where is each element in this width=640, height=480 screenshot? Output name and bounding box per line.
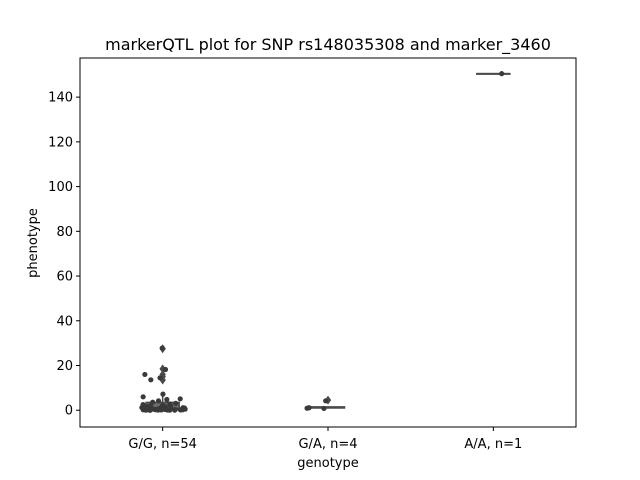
data-point [160, 391, 166, 397]
data-point [155, 398, 162, 404]
data-point [173, 400, 179, 406]
y-tick-label: 100 [48, 180, 73, 195]
plot-content [139, 71, 511, 413]
box-outlier [159, 375, 166, 385]
data-point [177, 396, 183, 402]
y-axis: 0 20 40 60 80 100 120 140 [48, 91, 80, 419]
y-axis-label: phenotype [26, 208, 41, 278]
x-tick-label: G/G, n=54 [128, 437, 196, 452]
data-point [157, 375, 163, 381]
data-point [148, 377, 154, 383]
y-tick-label: 140 [48, 91, 73, 106]
data-point [155, 407, 161, 413]
y-tick-label: 40 [56, 314, 73, 329]
y-tick-label: 80 [56, 225, 73, 240]
data-point [142, 371, 148, 378]
y-tick-label: 0 [65, 404, 73, 419]
x-axis: G/G, n=54 G/A, n=4 A/A, n=1 [128, 427, 522, 452]
plot-frame [79, 57, 577, 428]
data-point [167, 407, 173, 413]
x-tick-label: A/A, n=1 [464, 437, 522, 452]
x-tick-label: G/A, n=4 [298, 437, 357, 452]
data-point [162, 366, 169, 373]
y-tick-label: 120 [48, 135, 73, 150]
data-point [140, 394, 146, 400]
data-point [172, 407, 178, 413]
y-tick-label: 60 [56, 270, 73, 285]
x-axis-label: genotype [297, 456, 358, 471]
data-point [164, 396, 170, 403]
y-tick-label: 20 [56, 359, 73, 374]
data-point [159, 345, 165, 351]
data-point [143, 407, 149, 413]
data-point [321, 405, 327, 412]
data-point [304, 405, 310, 411]
data-point [323, 398, 329, 404]
box-group [476, 72, 511, 75]
data-point [177, 407, 184, 413]
chart-title: markerQTL plot for SNP rs148035308 and m… [105, 35, 551, 55]
data-point [147, 407, 153, 413]
data-point [499, 71, 505, 77]
